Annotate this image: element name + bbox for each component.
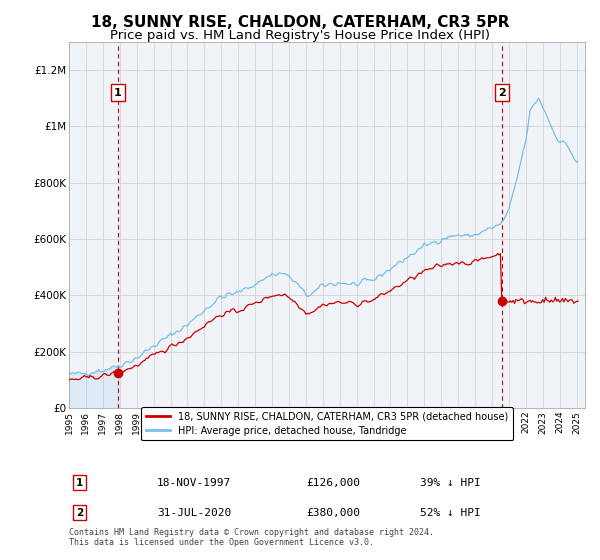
Text: 39% ↓ HPI: 39% ↓ HPI [420, 478, 481, 488]
Text: 52% ↓ HPI: 52% ↓ HPI [420, 508, 481, 518]
Text: Price paid vs. HM Land Registry's House Price Index (HPI): Price paid vs. HM Land Registry's House … [110, 29, 490, 42]
Text: 1: 1 [114, 88, 122, 97]
Text: 2: 2 [498, 88, 506, 97]
Text: 18-NOV-1997: 18-NOV-1997 [157, 478, 231, 488]
Text: £126,000: £126,000 [307, 478, 361, 488]
Text: 1: 1 [76, 478, 83, 488]
Legend: 18, SUNNY RISE, CHALDON, CATERHAM, CR3 5PR (detached house), HPI: Average price,: 18, SUNNY RISE, CHALDON, CATERHAM, CR3 5… [141, 407, 513, 441]
Text: Contains HM Land Registry data © Crown copyright and database right 2024.
This d: Contains HM Land Registry data © Crown c… [69, 528, 434, 547]
Text: £380,000: £380,000 [307, 508, 361, 518]
Text: 2: 2 [76, 508, 83, 518]
Text: 31-JUL-2020: 31-JUL-2020 [157, 508, 231, 518]
Text: 18, SUNNY RISE, CHALDON, CATERHAM, CR3 5PR: 18, SUNNY RISE, CHALDON, CATERHAM, CR3 5… [91, 15, 509, 30]
